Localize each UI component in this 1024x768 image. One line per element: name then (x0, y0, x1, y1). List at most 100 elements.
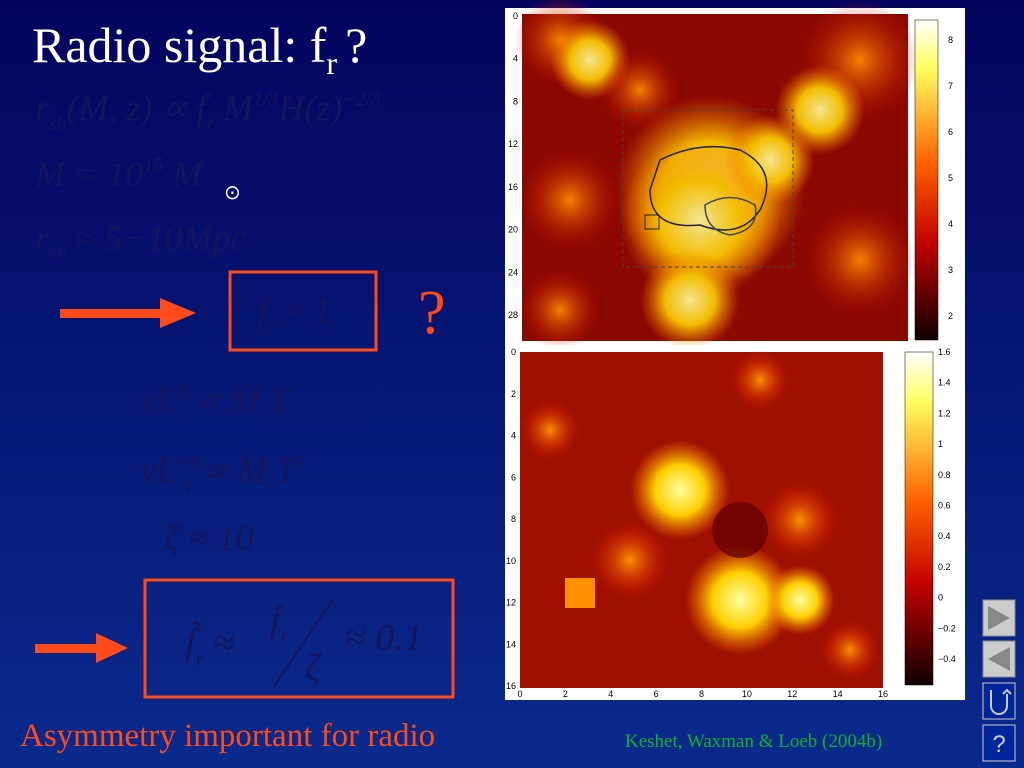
eq-sub: r (196, 647, 205, 671)
footer: Asymmetry important for radio (20, 718, 435, 754)
x-tick-label: 2 (563, 689, 568, 699)
arrow1 (60, 298, 196, 328)
y-tick-label: 8 (513, 96, 518, 106)
fraction-slash (273, 597, 335, 687)
colorbar-tick-label: 2 (948, 311, 953, 321)
eq-t: M (163, 154, 204, 194)
x-tick-label: 16 (878, 689, 888, 699)
title: Radio signal: fr? (32, 17, 367, 81)
colorbar-tick-label: −0.4 (938, 654, 956, 664)
y-tick-label: 0 (513, 11, 518, 21)
colorbar-tick-label: 7 (948, 81, 953, 91)
equation: fr ≈ 1 (258, 290, 331, 337)
eq-t: ζ (305, 647, 323, 689)
colorbar-tick-label: −0.2 (938, 623, 956, 633)
nav-buttons: ? (982, 599, 1016, 762)
y-tick-label: 12 (508, 139, 518, 149)
equation: νLIC ν ∝ Ṁ T (140, 380, 292, 427)
colorbar-tick-label: 3 (948, 265, 953, 275)
title-main: Radio signal: f (32, 17, 327, 73)
y-tick-label: 16 (508, 182, 518, 192)
eq-t: r (35, 218, 50, 258)
x-tick-label: 0 (517, 689, 522, 699)
equation: νLsyn ν ∝ Ṁ T2 (140, 450, 306, 497)
eq-t: ≈ 5−10Mpc (67, 218, 247, 258)
equation: f̃r ≈ (185, 621, 234, 671)
colorbar-tick-label: 6 (948, 127, 953, 137)
y-tick-label: 28 (508, 310, 518, 320)
y-tick-label: 6 (511, 472, 516, 482)
colorbar-tick-label: 1.6 (938, 347, 951, 357)
eq-t: r (35, 88, 50, 128)
eq-sub: ν (184, 475, 193, 497)
eq-sub: sh (49, 113, 67, 135)
eq-t: ∝ Ṁ T (193, 450, 299, 490)
y-tick-label: 0 (511, 347, 516, 357)
equation: ≈ 0.1 (345, 617, 423, 659)
y-tick-label: 24 (508, 267, 518, 277)
y-tick-label: 2 (511, 389, 516, 399)
eq-t: ≈ 1 (276, 290, 332, 330)
eq-t: H(z) (277, 88, 342, 128)
eq-t: (M, z) ∝ f (67, 88, 212, 128)
y-tick-label: 16 (506, 681, 516, 691)
eq-t: νL (140, 380, 176, 420)
colorbar-tick-label: 0.4 (938, 531, 951, 541)
help-label: ? (992, 731, 1005, 758)
eq-sub: r (281, 624, 290, 648)
eq-sup: IC (175, 381, 197, 403)
colorbar-tick-label: 8 (948, 35, 953, 45)
y-tick-label: 4 (511, 431, 516, 441)
title-sub: r (326, 45, 337, 81)
eq-t: M = 10 (34, 154, 143, 194)
colorbar-tick-label: 5 (948, 173, 953, 183)
eq-sub: ν (178, 405, 187, 427)
equation: ζ ≈ 10 (165, 518, 253, 558)
eq-sub: sh (49, 243, 67, 265)
question-mark: ? (418, 279, 446, 347)
top-map (505, 0, 965, 350)
y-tick-label: 12 (506, 598, 516, 608)
map-ticks: 0481216202428876543202468101214161.61.41… (506, 11, 956, 699)
next-button[interactable] (982, 599, 1016, 637)
eq-sub: r (206, 113, 214, 135)
x-tick-label: 6 (654, 689, 659, 699)
x-tick-label: 12 (787, 689, 797, 699)
colorbar-tick-label: 0 (938, 593, 943, 603)
y-tick-label: 20 (508, 225, 518, 235)
eq-sub: r (268, 315, 276, 337)
x-tick-label: 14 (833, 689, 843, 699)
eq-t: νL (140, 450, 176, 490)
eq-sup: 1/3 (253, 89, 278, 111)
x-tick-label: 8 (699, 689, 704, 699)
equation: ζ (305, 647, 323, 689)
box1-frame (228, 270, 378, 352)
x-tick-label: 4 (608, 689, 613, 699)
eq-sup: −2/3 (342, 89, 381, 111)
eq-sup: 2 (296, 451, 306, 473)
credit: Keshet, Waxman & Loeb (2004b) (625, 731, 882, 752)
eq-t: M (214, 88, 255, 128)
y-tick-label: 10 (506, 556, 516, 566)
return-button[interactable] (982, 682, 1016, 720)
eq-t: ≈ 0.1 (345, 617, 423, 659)
equation: rsh(M, z) ∝ fr M1/3H(z)−2/3 (35, 88, 381, 135)
eq-sup: syn (176, 451, 202, 473)
colorbar-tick-label: 1 (938, 439, 943, 449)
eq-t: ∝ Ṁ T (187, 380, 293, 420)
y-tick-label: 14 (506, 639, 516, 649)
arrow2 (35, 633, 128, 663)
help-button[interactable]: ? (982, 724, 1016, 762)
prev-button[interactable] (982, 640, 1016, 678)
colorbar-tick-label: 0.8 (938, 470, 951, 480)
bottom-map (505, 345, 965, 700)
eq-sup: 15 (143, 155, 163, 177)
sun-symbol: ⊙ (224, 180, 241, 204)
box2-frame (143, 578, 455, 699)
colorbar-tick-label: 1.2 (938, 408, 951, 418)
colorbar-tick-label: 4 (948, 219, 953, 229)
y-tick-label: 8 (511, 514, 516, 524)
eq-t: ζ ≈ 10 (165, 518, 253, 558)
title-end: ? (345, 17, 367, 73)
